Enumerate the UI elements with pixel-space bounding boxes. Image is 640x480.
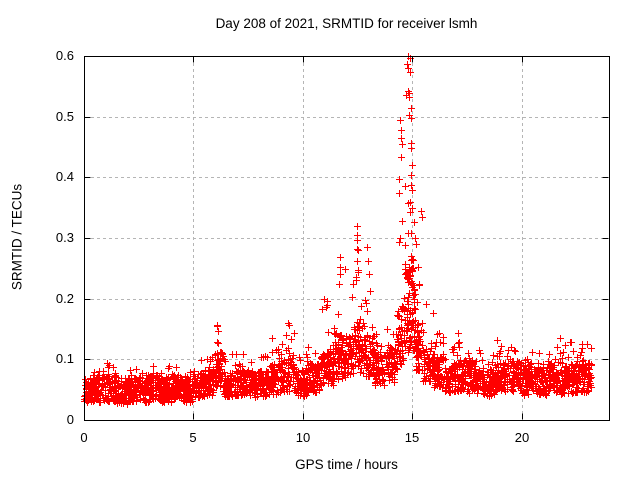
y-tick-label: 0.3: [55, 230, 74, 245]
y-tick-label: 0.6: [55, 48, 74, 63]
axis-tick-marks: [84, 56, 609, 421]
x-tick-label: 0: [80, 430, 88, 445]
x-axis-label: GPS time / hours: [295, 457, 398, 472]
y-tick-label: 0: [66, 412, 74, 427]
x-tick-label: 15: [404, 430, 420, 445]
x-tick-label: 10: [295, 430, 311, 445]
x-tick-label: 20: [514, 430, 530, 445]
y-tick-label: 0.4: [55, 169, 74, 184]
x-tick-label: 5: [189, 430, 197, 445]
chart-title: Day 208 of 2021, SRMTID for receiver lsm…: [215, 16, 478, 31]
data-points: [81, 53, 595, 408]
y-tick-label: 0.1: [55, 351, 74, 366]
y-tick-label: 0.2: [55, 291, 74, 306]
y-tick-label: 0.5: [55, 109, 74, 124]
